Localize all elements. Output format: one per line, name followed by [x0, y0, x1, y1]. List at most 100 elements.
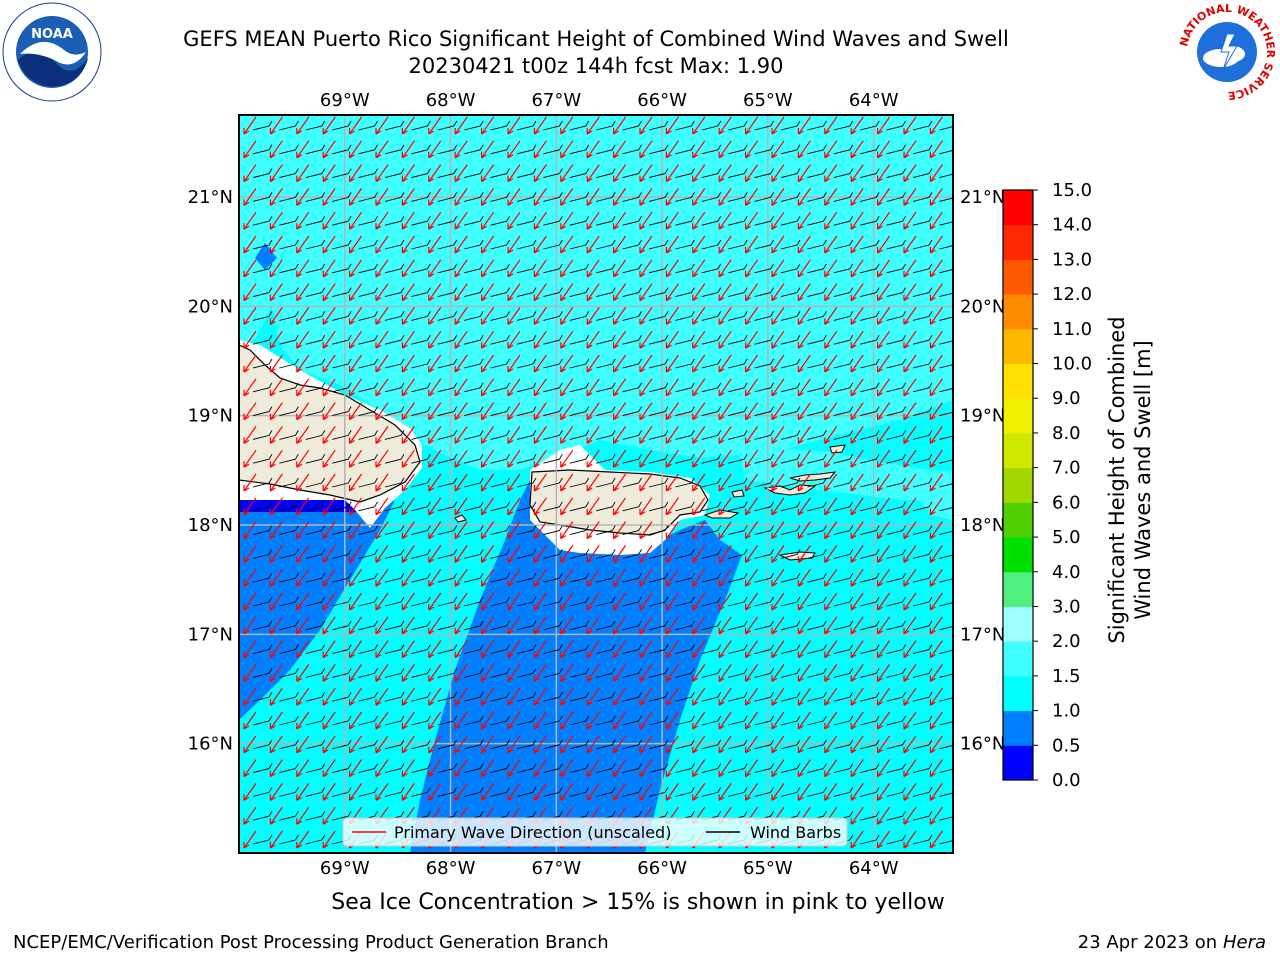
wave-direction-arrowhead	[296, 746, 303, 754]
wave-direction-arrowhead	[665, 318, 672, 325]
wave-direction-arrowhead	[586, 151, 593, 159]
wind-barb	[728, 549, 748, 559]
wave-direction-arrowhead	[771, 675, 778, 682]
wind-barb	[833, 287, 854, 298]
wave-direction-arrow	[428, 354, 442, 373]
wave-direction-arrowhead	[692, 508, 699, 516]
noaa-logo-text: NOAA	[31, 27, 73, 42]
wave-direction-arrow	[375, 711, 389, 730]
wave-direction-arrowhead	[613, 556, 619, 563]
wind-barb	[701, 572, 722, 583]
wave-direction-arrow	[269, 188, 283, 206]
wave-direction-arrow	[665, 449, 679, 468]
wind-barb	[490, 215, 510, 226]
wave-direction-arrowhead	[745, 556, 751, 563]
wind-barb	[464, 501, 484, 512]
wind-barb	[912, 549, 933, 559]
wave-direction-arrowhead	[269, 389, 276, 397]
wave-direction-arrow	[428, 664, 442, 682]
wind-barb	[543, 215, 563, 226]
wave-direction-arrow	[692, 473, 706, 492]
wave-direction-arrowhead	[349, 627, 355, 635]
wind-barb	[966, 478, 985, 487]
wind-barb	[252, 596, 273, 607]
wave-direction-arrowhead	[771, 746, 778, 754]
wave-direction-arrowhead	[639, 389, 646, 397]
wind-barb	[279, 596, 299, 607]
wave-direction-arrow	[296, 568, 310, 587]
wind-barb	[279, 334, 299, 345]
wave-direction-arrow	[401, 497, 415, 516]
wind-barb	[912, 406, 933, 417]
wind-barb	[754, 739, 774, 750]
wave-direction-arrow	[322, 497, 336, 516]
wind-barb	[358, 311, 378, 321]
wave-direction-arrow	[771, 687, 785, 706]
wind-barb	[516, 596, 537, 607]
wave-direction-arrow	[613, 259, 627, 278]
wave-direction-arrowhead	[481, 175, 487, 183]
wind-barb	[384, 572, 405, 583]
wave-direction-arrowhead	[665, 270, 672, 278]
wave-direction-arrow	[533, 497, 547, 516]
wave-direction-arrow	[560, 521, 574, 539]
wind-barb	[754, 382, 774, 393]
wave-direction-arrow	[296, 759, 310, 777]
wind-barb	[728, 572, 748, 583]
wave-direction-arrow	[613, 545, 627, 563]
wave-direction-arrowhead	[639, 247, 646, 254]
wave-direction-arrowhead	[797, 366, 804, 373]
wave-direction-arrow	[877, 806, 891, 825]
wave-direction-arrowhead	[692, 675, 699, 682]
wind-barb	[701, 691, 722, 702]
wind-barb	[886, 715, 906, 726]
wave-direction-arrow	[533, 711, 547, 730]
wave-direction-arrowhead	[639, 556, 646, 563]
wave-direction-arrowhead	[481, 532, 487, 540]
wave-direction-arrowhead	[428, 270, 435, 278]
wind-barb	[648, 572, 669, 583]
colorbar-tick-label: 0.0	[1052, 770, 1081, 791]
wind-barb	[966, 169, 985, 178]
wave-direction-arrowhead	[243, 532, 250, 540]
wave-direction-arrow	[296, 307, 310, 325]
wind-barb	[807, 572, 827, 583]
wave-direction-arrow	[243, 402, 257, 420]
wind-barb	[833, 430, 854, 440]
wave-direction-arrowhead	[613, 627, 619, 635]
wave-direction-arrowhead	[718, 723, 725, 730]
wind-barb	[860, 144, 880, 155]
wind-barb	[252, 239, 273, 250]
wave-direction-arrowhead	[507, 270, 514, 278]
wave-direction-arrowhead	[349, 556, 355, 563]
wave-direction-arrowhead	[560, 223, 567, 230]
wave-direction-arrow	[771, 283, 785, 301]
wave-direction-arrow	[745, 664, 759, 682]
wave-direction-arrowhead	[560, 794, 567, 801]
wind-barb	[860, 120, 880, 131]
wave-direction-arrow	[850, 426, 864, 444]
wave-direction-arrow	[771, 568, 785, 587]
wind-barb	[860, 691, 880, 702]
wind-barb	[543, 382, 563, 393]
wave-direction-arrow	[692, 735, 706, 754]
wave-direction-arrow	[375, 402, 389, 420]
wind-barb	[833, 596, 854, 607]
wave-direction-arrow	[375, 473, 389, 492]
wave-direction-arrow	[771, 711, 785, 730]
wave-direction-arrowhead	[507, 723, 514, 730]
wind-barb	[411, 644, 431, 655]
wind-barb	[279, 810, 299, 821]
wave-direction-arrow	[322, 759, 336, 777]
wave-direction-arrowhead	[296, 413, 303, 421]
wave-direction-arrowhead	[929, 508, 936, 516]
wind-barb	[516, 572, 537, 583]
wave-direction-arrow	[507, 354, 521, 373]
wave-direction-arrow	[824, 188, 838, 206]
wind-barb	[279, 192, 299, 202]
wave-direction-arrowhead	[401, 461, 408, 468]
wind-barb	[252, 477, 273, 488]
colorbar-swatch	[1003, 259, 1033, 295]
wind-barb	[411, 430, 431, 440]
wind-barb	[384, 144, 405, 155]
